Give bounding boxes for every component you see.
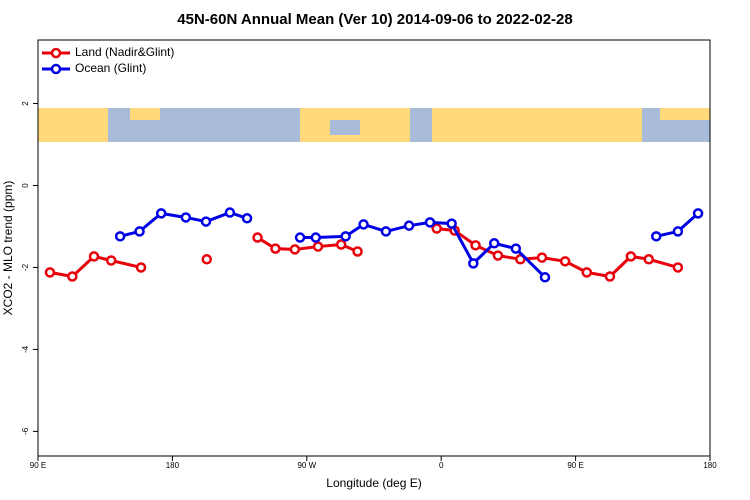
legend-marker bbox=[50, 63, 62, 75]
data-point bbox=[335, 239, 347, 250]
data-point bbox=[134, 226, 145, 237]
y-axis-label: XCO2 - MLO trend (ppm) bbox=[1, 181, 15, 316]
x-tick-label: 180 bbox=[166, 461, 180, 470]
data-point bbox=[604, 271, 616, 282]
data-point bbox=[312, 241, 324, 252]
data-point bbox=[294, 232, 306, 243]
x-tick-label: 0 bbox=[439, 461, 444, 470]
data-point bbox=[340, 231, 351, 242]
data-point bbox=[510, 243, 522, 254]
data-point bbox=[180, 212, 192, 223]
data-point bbox=[446, 218, 457, 229]
data-point bbox=[468, 258, 479, 269]
data-point bbox=[310, 232, 322, 243]
data-point bbox=[44, 267, 56, 278]
y-tick-label: -2 bbox=[21, 263, 30, 271]
data-point bbox=[672, 226, 684, 237]
data-point bbox=[289, 244, 301, 255]
data-point bbox=[105, 255, 117, 266]
y-tick-label: 2 bbox=[21, 101, 30, 106]
data-point bbox=[155, 208, 167, 219]
map-land bbox=[38, 108, 108, 142]
legend-label: Ocean (Glint) bbox=[75, 61, 146, 75]
x-tick-label: 90 E bbox=[567, 461, 583, 470]
data-point bbox=[536, 252, 548, 263]
data-point bbox=[241, 213, 253, 224]
data-point bbox=[201, 254, 212, 265]
data-point bbox=[114, 231, 126, 242]
legend-marker bbox=[50, 47, 62, 59]
x-axis-label: Longitude (deg E) bbox=[326, 476, 421, 490]
data-point bbox=[539, 272, 551, 283]
data-point bbox=[492, 250, 504, 261]
map-ocean bbox=[330, 120, 360, 135]
data-point bbox=[270, 243, 281, 254]
data-point bbox=[252, 232, 263, 243]
data-point bbox=[625, 251, 637, 262]
data-point bbox=[67, 271, 78, 282]
data-point bbox=[672, 262, 684, 273]
data-point bbox=[581, 267, 593, 278]
map-land bbox=[432, 108, 642, 142]
data-point bbox=[135, 262, 147, 273]
data-point bbox=[431, 223, 442, 234]
data-point bbox=[559, 256, 571, 267]
data-point bbox=[380, 226, 392, 237]
data-point bbox=[515, 254, 526, 265]
map-band bbox=[38, 108, 710, 142]
data-point bbox=[643, 254, 655, 265]
data-point bbox=[650, 231, 662, 242]
legend-label: Land (Nadir&Glint) bbox=[75, 45, 174, 59]
data-point bbox=[403, 220, 415, 231]
x-tick-label: 180 bbox=[703, 461, 717, 470]
map-land bbox=[660, 108, 710, 120]
plot-frame bbox=[37, 39, 711, 457]
x-tick-label: 90 E bbox=[30, 461, 46, 470]
data-point bbox=[358, 219, 369, 230]
x-tick-label: 90 W bbox=[297, 461, 316, 470]
data-point bbox=[488, 238, 500, 249]
y-tick-label: -4 bbox=[21, 345, 30, 353]
y-tick-label: -6 bbox=[21, 427, 30, 435]
data-point bbox=[692, 208, 704, 219]
data-point bbox=[470, 240, 481, 251]
data-point bbox=[88, 251, 100, 262]
data-point bbox=[200, 216, 212, 227]
map-land bbox=[130, 108, 160, 120]
data-point bbox=[424, 217, 436, 228]
y-tick-label: 0 bbox=[21, 183, 30, 188]
chart-title: 45N-60N Annual Mean (Ver 10) 2014-09-06 … bbox=[177, 11, 572, 28]
data-point bbox=[224, 207, 236, 218]
data-point bbox=[352, 246, 363, 257]
